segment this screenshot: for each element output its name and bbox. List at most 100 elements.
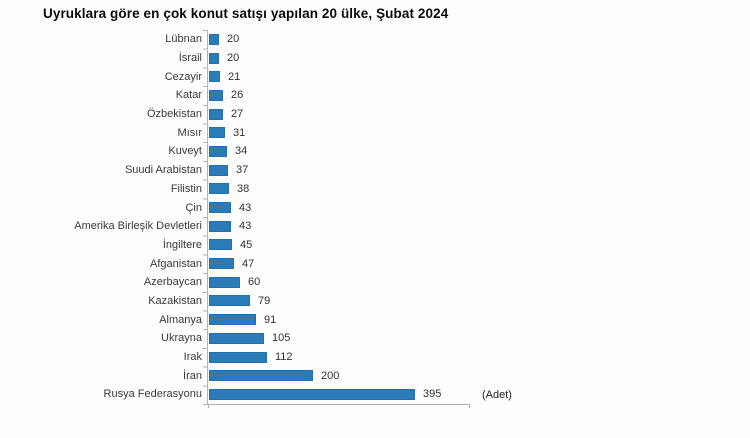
bar[interactable]: [209, 295, 250, 307]
category-label: Amerika Birleşik Devletleri: [74, 220, 202, 233]
category-label: İran: [183, 369, 202, 382]
bar[interactable]: [209, 220, 231, 232]
value-label: 34: [235, 145, 248, 158]
category-label: Suudi Arabistan: [124, 164, 202, 177]
bar-area: 26: [202, 86, 750, 105]
bar-row: Lübnan 20: [0, 30, 750, 49]
category-label: Kuveyt: [168, 145, 202, 158]
category-label: Lübnan: [165, 33, 202, 46]
category-label: Almanya: [159, 313, 202, 326]
bar[interactable]: [209, 127, 225, 139]
bar[interactable]: [209, 276, 240, 288]
bar-row: İran 200: [0, 366, 750, 385]
bar-area: 200: [202, 366, 750, 385]
category-label: Filistin: [170, 182, 202, 195]
bar[interactable]: [209, 52, 219, 64]
value-label: 20: [227, 33, 240, 46]
bar-area: 47: [202, 254, 750, 273]
bar-row: Rusya Federasyonu 395: [0, 385, 750, 404]
category-label: Azerbaycan: [143, 276, 202, 289]
value-label: 37: [236, 164, 249, 177]
bar-area: 34: [202, 142, 750, 161]
category-label: İsrail: [178, 52, 202, 65]
bar-row: Azerbaycan 60: [0, 273, 750, 292]
bar-row: Suudi Arabistan 37: [0, 161, 750, 180]
x-axis-line: [207, 404, 470, 408]
value-label: 60: [248, 276, 261, 289]
category-label: Ukrayna: [161, 332, 202, 345]
category-label: Özbekistan: [146, 108, 202, 121]
value-label: 112: [275, 351, 293, 364]
bar[interactable]: [209, 71, 220, 83]
category-label: Cezayir: [164, 70, 202, 83]
bar-row: Afganistan 47: [0, 254, 750, 273]
unit-label: (Adet): [482, 389, 512, 401]
bar[interactable]: [209, 183, 229, 195]
bar-area: 38: [202, 180, 750, 199]
category-label: İngiltere: [162, 238, 202, 251]
bar-row: Cezayir 21: [0, 67, 750, 86]
category-label: Mısır: [177, 126, 202, 139]
bar-row: Mısır 31: [0, 123, 750, 142]
y-axis-ticks: [203, 30, 207, 405]
value-label: 31: [233, 126, 246, 139]
bar[interactable]: [209, 258, 234, 270]
bar-area: 45: [202, 236, 750, 255]
bar-area: 43: [202, 198, 750, 217]
bar[interactable]: [209, 89, 223, 101]
bar-area: 105: [202, 329, 750, 348]
bar-area: 37: [202, 161, 750, 180]
bar[interactable]: [209, 33, 219, 45]
bar-row: Ukrayna 105: [0, 329, 750, 348]
bar-area: 31: [202, 123, 750, 142]
category-label: Katar: [175, 89, 202, 102]
bar[interactable]: [209, 239, 232, 251]
value-label: 38: [237, 182, 250, 195]
bar[interactable]: [209, 108, 223, 120]
bar-row: Katar 26: [0, 86, 750, 105]
chart-rows: Lübnan 20 İsrail 20 Cezayir 21 Katar 26 …: [0, 30, 750, 404]
bar-area: 79: [202, 292, 750, 311]
value-label: 43: [239, 201, 252, 214]
category-label: Afganistan: [150, 257, 202, 270]
bar-area: 91: [202, 310, 750, 329]
bar[interactable]: [209, 370, 313, 382]
value-label: 43: [239, 220, 252, 233]
bar-row: Kuveyt 34: [0, 142, 750, 161]
value-label: 21: [228, 70, 241, 83]
bar-area: 21: [202, 67, 750, 86]
bar-row: Kazakistan 79: [0, 292, 750, 311]
value-label: 26: [231, 89, 244, 102]
bar[interactable]: [209, 351, 267, 363]
bar-area: 27: [202, 105, 750, 124]
value-label: 47: [242, 257, 255, 270]
bar-row: Filistin 38: [0, 180, 750, 199]
category-label: Rusya Federasyonu: [103, 388, 202, 401]
y-axis-line: [207, 30, 208, 404]
category-label: Irak: [183, 351, 202, 364]
bar[interactable]: [209, 202, 231, 214]
bar-row: İsrail 20: [0, 49, 750, 68]
value-label: 395: [423, 388, 442, 401]
category-label: Çin: [185, 201, 202, 214]
bar-row: Almanya 91: [0, 310, 750, 329]
bar-row: Irak 112: [0, 348, 750, 367]
bar[interactable]: [209, 314, 256, 326]
bar-area: 20: [202, 49, 750, 68]
bar-area: 20: [202, 30, 750, 49]
bar-area: 395: [202, 385, 750, 404]
bar[interactable]: [209, 145, 227, 157]
bar-row: Amerika Birleşik Devletleri 43: [0, 217, 750, 236]
bar-row: İngiltere 45: [0, 236, 750, 255]
value-label: 91: [264, 313, 277, 326]
bar[interactable]: [209, 164, 228, 176]
value-label: 20: [227, 52, 240, 65]
category-label: Kazakistan: [148, 294, 202, 307]
value-label: 79: [258, 294, 271, 307]
bar[interactable]: [209, 332, 264, 344]
bar-row: Özbekistan 27: [0, 105, 750, 124]
bar[interactable]: [209, 388, 415, 400]
bar-row: Çin 43: [0, 198, 750, 217]
value-label: 45: [240, 238, 253, 251]
value-label: 200: [321, 369, 340, 382]
